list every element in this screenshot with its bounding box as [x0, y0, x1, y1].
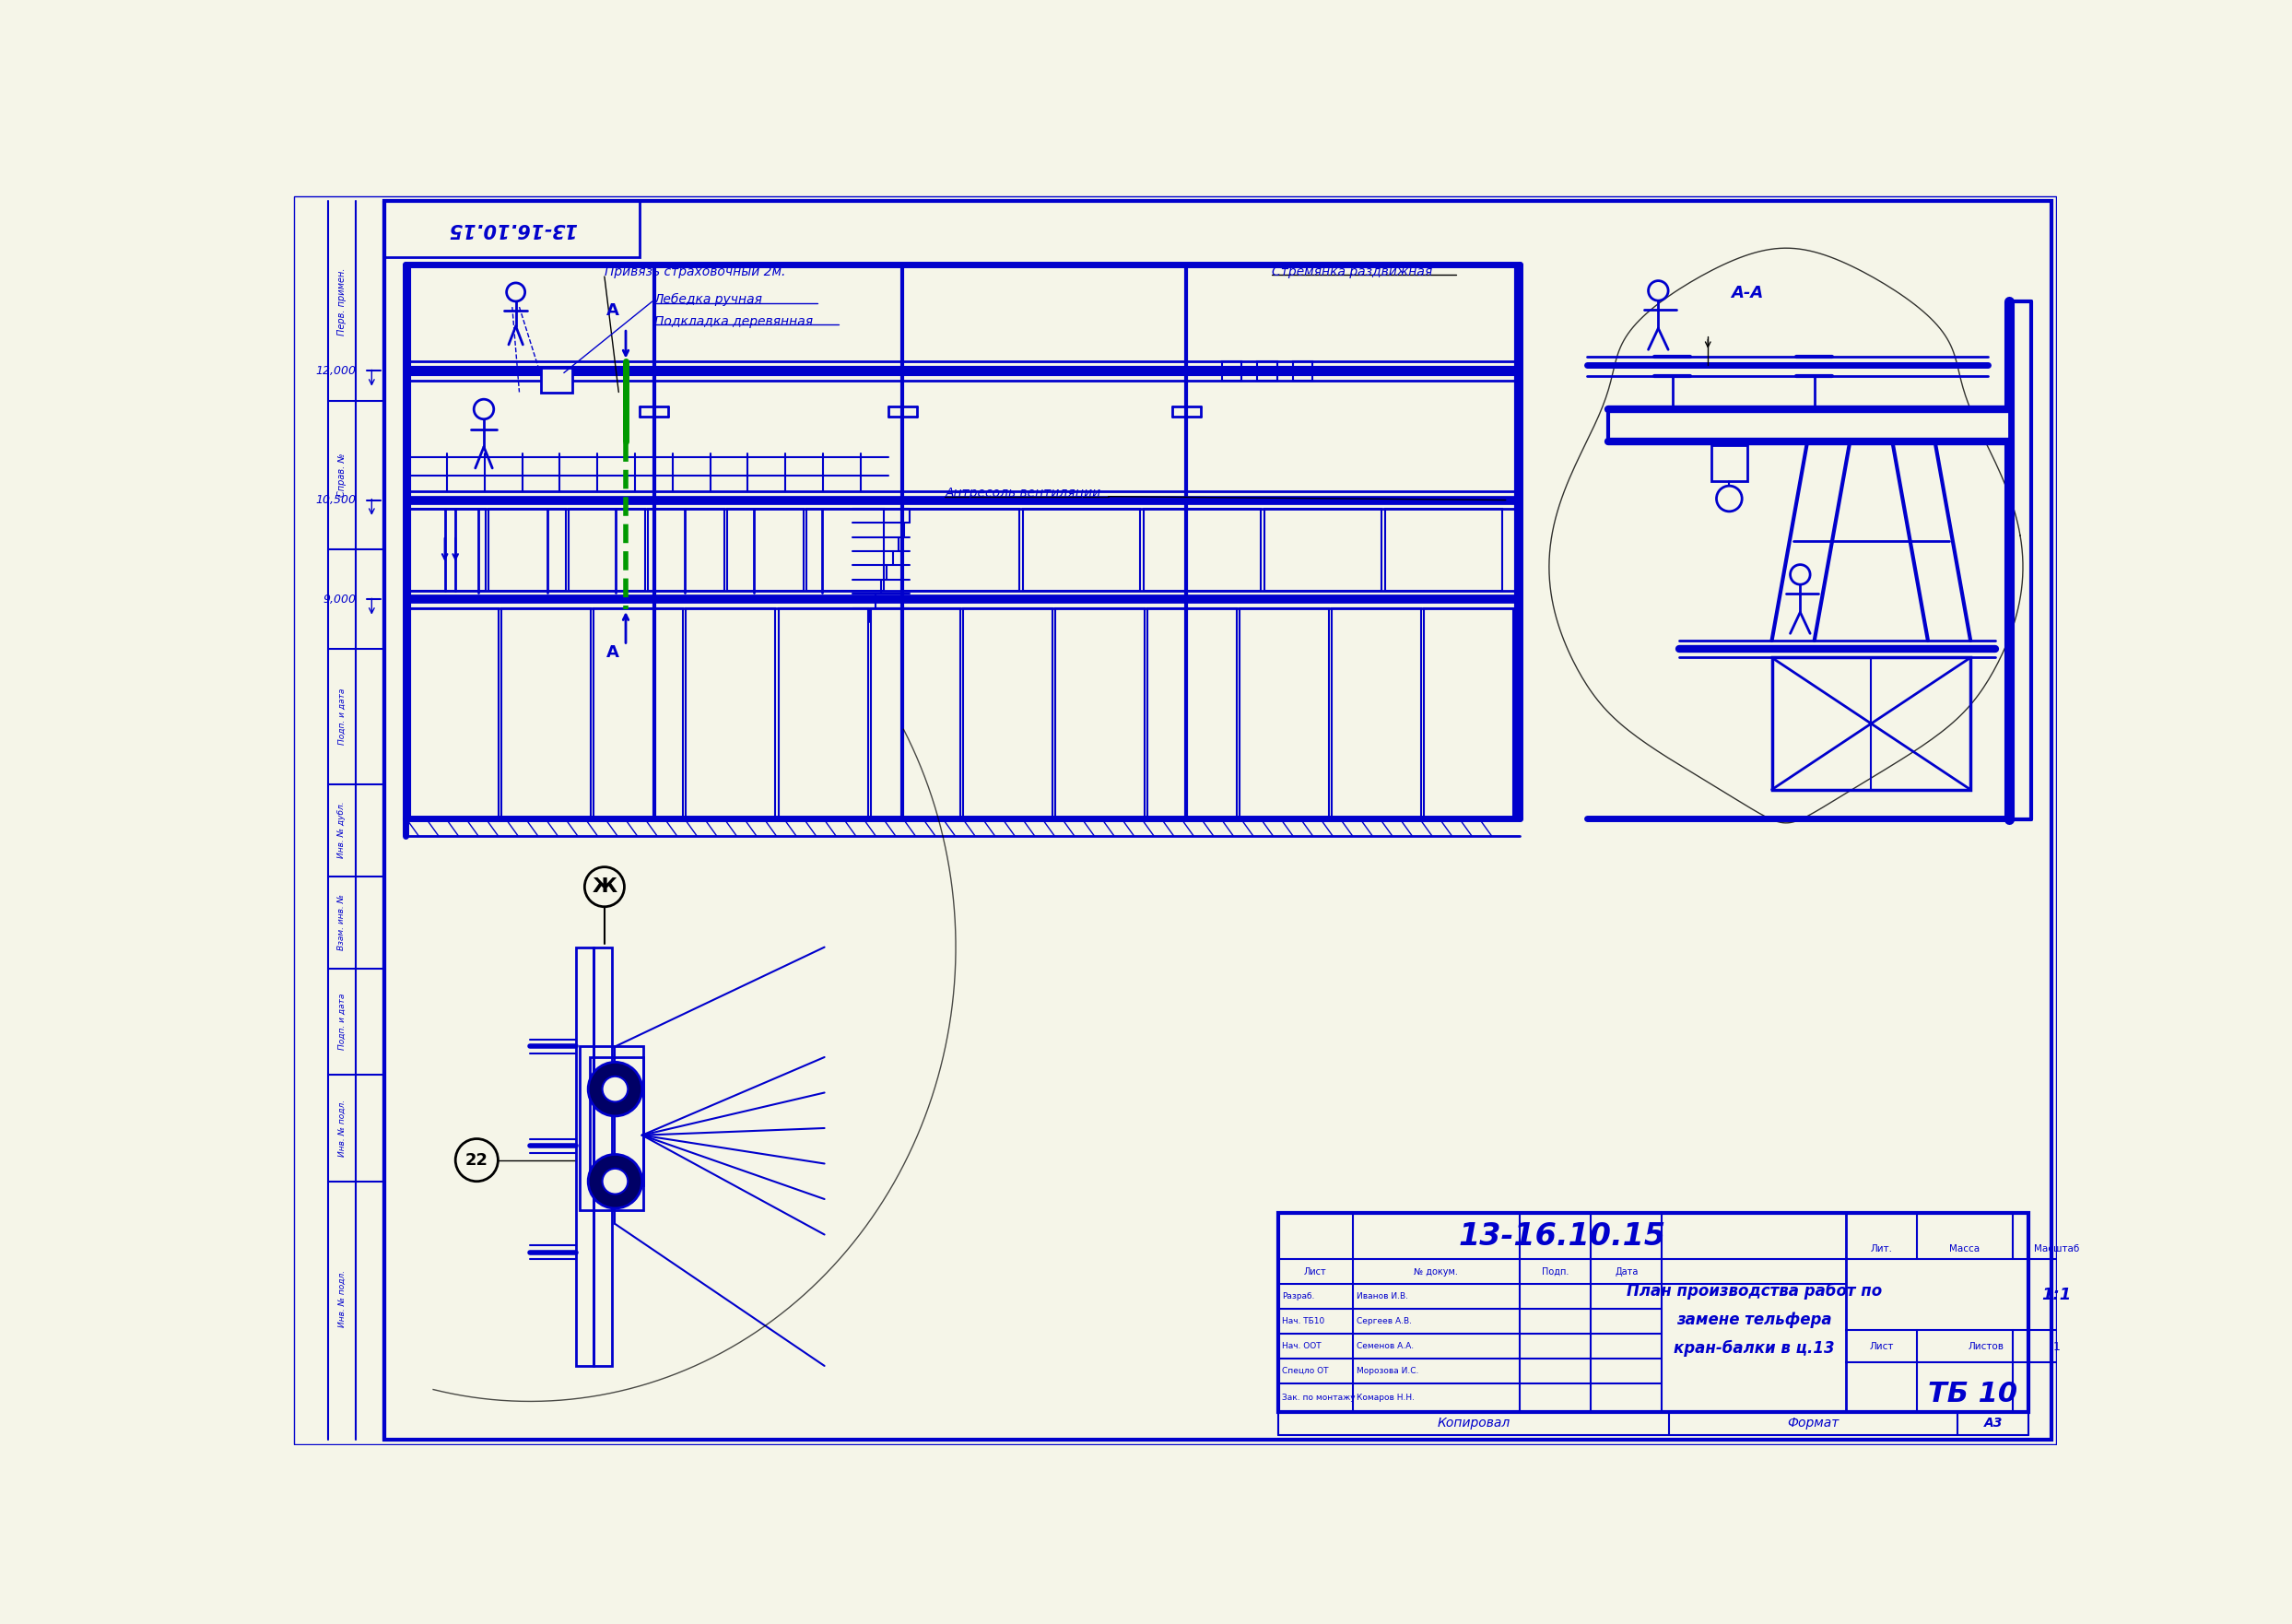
Text: 10,500: 10,500 — [316, 494, 355, 507]
Text: Масштаб: Масштаб — [2033, 1244, 2079, 1254]
Text: Инв. № подл.: Инв. № подл. — [337, 1099, 346, 1156]
Bar — [1332, 607, 1421, 818]
Bar — [1240, 607, 1329, 818]
Text: Справ. №: Справ. № — [337, 453, 346, 497]
Text: Стремянка раздвижная: Стремянка раздвижная — [1272, 265, 1432, 278]
Text: Копировал: Копировал — [1437, 1416, 1510, 1429]
Bar — [502, 607, 591, 818]
Text: 22: 22 — [465, 1151, 488, 1168]
Bar — [1258, 361, 1277, 380]
Text: Лебедка ручная: Лебедка ручная — [653, 294, 763, 307]
Text: А-А: А-А — [1730, 284, 1763, 300]
Text: Семенов А.А.: Семенов А.А. — [1357, 1341, 1414, 1350]
Text: А3: А3 — [1985, 1416, 2003, 1429]
Circle shape — [589, 1062, 642, 1116]
Text: Лит.: Лит. — [1870, 1244, 1893, 1254]
Text: замене тельфера: замене тельфера — [1675, 1312, 1831, 1328]
Text: Формат: Формат — [1788, 1416, 1838, 1429]
Text: Зак. по монтажу: Зак. по монтажу — [1281, 1393, 1355, 1402]
Bar — [779, 607, 869, 818]
Text: 13-16.10.15: 13-16.10.15 — [1458, 1221, 1666, 1252]
Bar — [1423, 607, 1513, 818]
Text: Привязь страховочный 2м.: Привязь страховочный 2м. — [605, 265, 786, 278]
Text: Подп. и дата: Подп. и дата — [337, 689, 346, 745]
Bar — [580, 1046, 644, 1210]
Circle shape — [589, 1155, 642, 1208]
Circle shape — [603, 1169, 628, 1194]
Bar — [1054, 607, 1144, 818]
Text: Подп. и дата: Подп. и дата — [337, 994, 346, 1051]
Text: Ж: Ж — [591, 877, 617, 896]
Bar — [1279, 1213, 2028, 1411]
Text: 13-16.10.15: 13-16.10.15 — [447, 219, 578, 239]
Text: Сергеев А.В.: Сергеев А.В. — [1357, 1317, 1412, 1325]
Bar — [1148, 607, 1238, 818]
Text: Нач. ООТ: Нач. ООТ — [1281, 1341, 1322, 1350]
Text: Дата: Дата — [1614, 1267, 1639, 1276]
Bar — [385, 200, 639, 257]
Text: Подкладка деревянная: Подкладка деревянная — [653, 315, 814, 328]
Text: Подп.: Подп. — [1543, 1267, 1570, 1276]
Text: ТБ 10: ТБ 10 — [1928, 1380, 2017, 1408]
Text: 1:1: 1:1 — [2042, 1286, 2072, 1302]
Text: Перв. примен.: Перв. примен. — [337, 268, 346, 335]
Text: Морозова И.С.: Морозова И.С. — [1357, 1367, 1419, 1376]
Bar — [963, 607, 1052, 818]
Bar — [1609, 409, 2010, 442]
Bar — [1712, 445, 1747, 481]
Text: Нач. ТБ10: Нач. ТБ10 — [1281, 1317, 1325, 1325]
Text: Разраб.: Разраб. — [1281, 1293, 1316, 1301]
Text: Взам. инв. №: Взам. инв. № — [337, 895, 346, 950]
Circle shape — [603, 1077, 628, 1101]
Bar — [594, 607, 683, 818]
Bar — [410, 607, 500, 818]
Text: 9,000: 9,000 — [323, 593, 355, 606]
Text: Комаров Н.Н.: Комаров Н.Н. — [1357, 1393, 1414, 1402]
Bar — [568, 508, 644, 591]
Text: Масса: Масса — [1950, 1244, 1980, 1254]
Text: кран-балки в ц.13: кран-балки в ц.13 — [1673, 1340, 1834, 1356]
Bar — [1265, 508, 1382, 591]
Text: 12,000: 12,000 — [316, 365, 355, 377]
Text: № докум.: № докум. — [1414, 1267, 1458, 1276]
Text: Листов: Листов — [1969, 1341, 2003, 1351]
Text: Лист: Лист — [1870, 1341, 1893, 1351]
Text: Антресоль вентиляции: Антресоль вентиляции — [944, 487, 1100, 500]
Bar — [649, 508, 724, 591]
Bar — [1772, 658, 1971, 789]
Bar — [1222, 361, 1242, 380]
Bar — [807, 508, 882, 591]
Text: Иванов И.В.: Иванов И.В. — [1357, 1293, 1407, 1301]
Bar — [1144, 508, 1261, 591]
Bar — [727, 508, 804, 591]
Bar — [1384, 508, 1501, 591]
Text: План производства работ по: План производства работ по — [1627, 1283, 1882, 1299]
Text: Инв. № подл.: Инв. № подл. — [337, 1270, 346, 1327]
Bar — [1293, 361, 1313, 380]
Text: 1: 1 — [2054, 1341, 2061, 1353]
Bar — [903, 508, 1020, 591]
Circle shape — [1717, 486, 1742, 512]
Bar — [541, 367, 573, 391]
Text: A: A — [607, 645, 619, 661]
Bar — [410, 508, 486, 591]
Text: Спецло ОТ: Спецло ОТ — [1281, 1367, 1329, 1376]
Bar — [575, 947, 594, 1366]
Text: Инв. № дубл.: Инв. № дубл. — [337, 802, 346, 859]
Bar — [488, 508, 566, 591]
Bar — [591, 1057, 644, 1186]
Bar — [871, 607, 960, 818]
Text: Лист: Лист — [1304, 1267, 1327, 1276]
Bar — [1022, 508, 1139, 591]
Text: A: A — [607, 302, 619, 318]
Bar — [594, 947, 612, 1366]
Bar — [685, 607, 775, 818]
